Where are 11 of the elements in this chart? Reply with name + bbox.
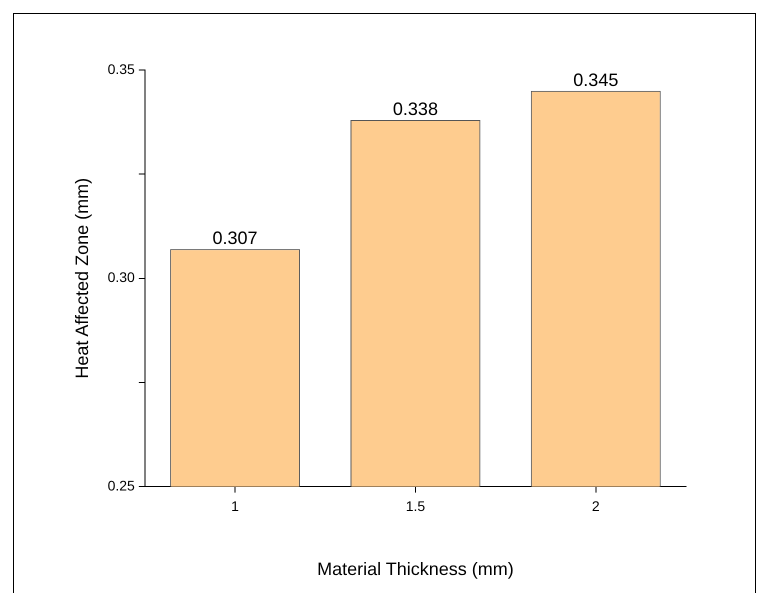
y-tick-label: 0.25 [108,477,136,494]
data-label: 0.338 [392,98,438,119]
y-axis-title: Heat Affected Zone (mm) [72,178,92,379]
data-label: 0.307 [212,228,258,248]
x-tick-label: 1.5 [406,498,426,514]
y-tick-label: 0.35 [108,60,136,77]
x-tick-label: 2 [592,498,600,514]
x-axis-title: Material Thickness (mm) [317,559,514,580]
data-label: 0.345 [573,70,618,90]
x-tick-label: 1 [231,498,240,514]
y-tick-label: 0.30 [108,269,136,286]
